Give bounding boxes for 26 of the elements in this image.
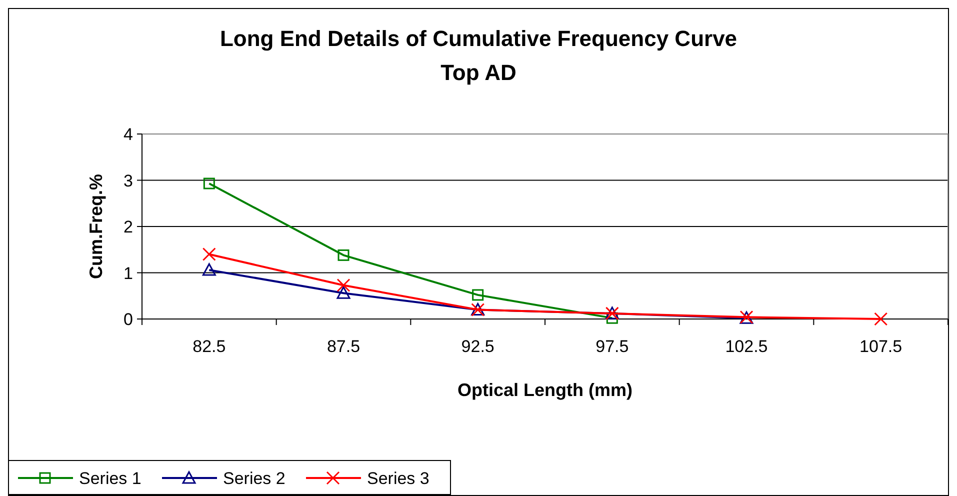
chart-title: Long End Details of Cumulative Frequency Curve xyxy=(220,26,738,51)
x-tick-label: 82.5 xyxy=(192,337,226,356)
point xyxy=(336,286,350,299)
y-tick-label: 3 xyxy=(124,171,133,190)
point xyxy=(336,278,350,292)
point xyxy=(203,178,215,190)
x-tick-label: 97.5 xyxy=(596,337,629,356)
legend-label: Series 3 xyxy=(367,469,430,488)
x-tick-label: 87.5 xyxy=(326,337,360,356)
x-tick-label: 102.5 xyxy=(725,337,768,356)
y-tick-label: 0 xyxy=(124,310,133,329)
chart-subtitle: Top AD xyxy=(440,60,516,85)
y-tick-label: 2 xyxy=(124,218,133,236)
x-tick-label: 92.5 xyxy=(461,337,494,356)
point xyxy=(338,249,350,261)
x-tick-label: 107.5 xyxy=(860,337,902,356)
point xyxy=(202,263,216,276)
y-tick-label: 4 xyxy=(124,125,133,144)
legend-label: Series 2 xyxy=(223,469,286,488)
y-axis-title: Cum.Freq.% xyxy=(86,174,106,280)
legend-label: Series 1 xyxy=(79,469,142,488)
point xyxy=(874,312,888,326)
point xyxy=(202,248,216,261)
x-axis-title: Optical Length (mm) xyxy=(458,380,633,400)
point xyxy=(472,289,484,301)
y-tick-label: 1 xyxy=(124,264,133,283)
